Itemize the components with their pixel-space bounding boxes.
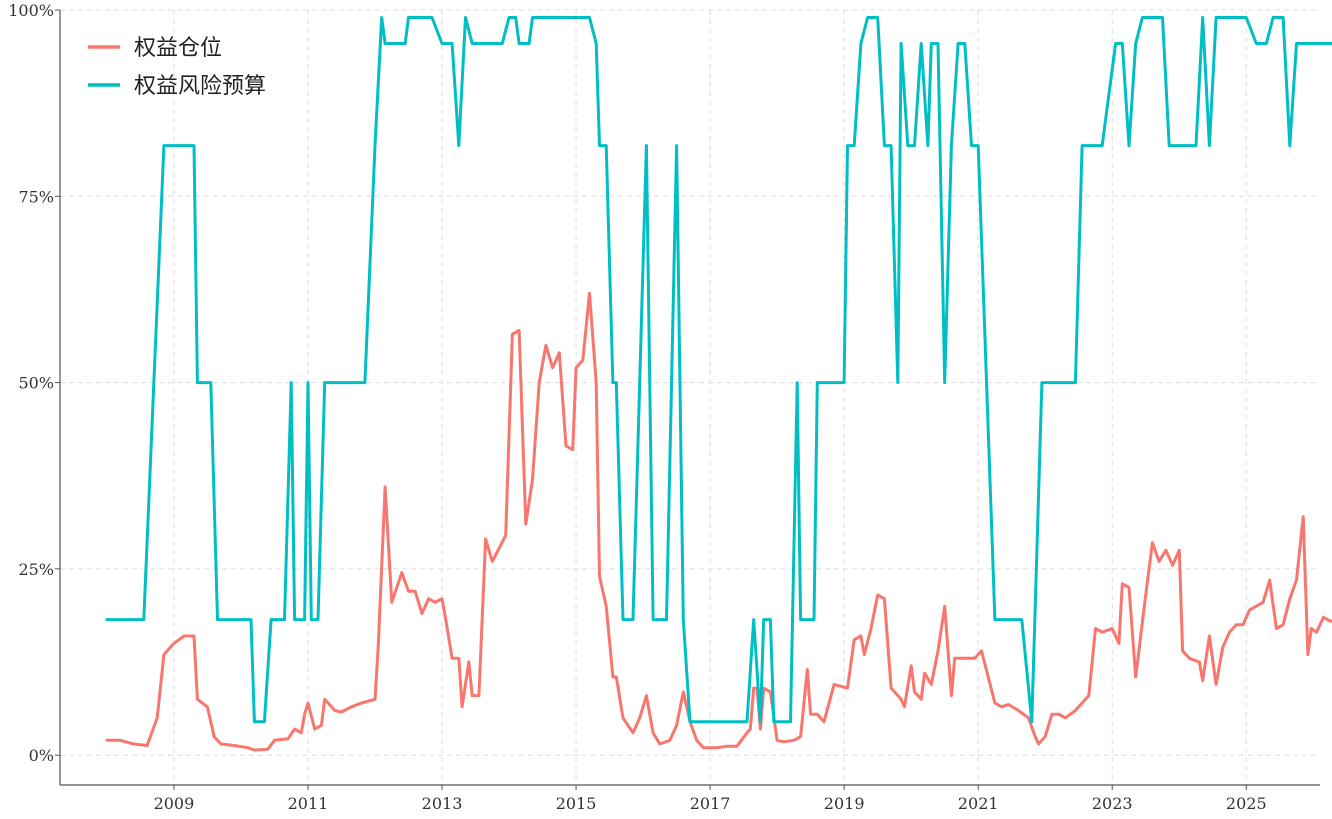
x-tick-label: 2015	[556, 794, 597, 813]
y-tick-label: 50%	[18, 374, 54, 393]
y-tick-label: 0%	[29, 746, 54, 765]
x-tick-label: 2025	[1226, 794, 1267, 813]
gridlines	[60, 9, 1320, 785]
x-tick-label: 2013	[422, 794, 463, 813]
y-tick-label: 75%	[18, 187, 54, 206]
x-tick-label: 2011	[288, 794, 329, 813]
series-group	[105, 16, 1332, 752]
x-tick-label: 2021	[958, 794, 999, 813]
x-axis: 2009 2011 2013 2015 2017 2019 2021 2023 2025	[60, 784, 1320, 813]
y-tick-label: 25%	[18, 560, 54, 579]
x-tick-label: 2023	[1092, 794, 1133, 813]
x-tick-label: 2017	[690, 794, 731, 813]
series-line-1	[105, 16, 1332, 724]
x-tick-label: 2019	[824, 794, 865, 813]
legend-label-0: 权益仓位	[134, 36, 222, 61]
legend-label-1: 权益风险预算	[134, 74, 266, 99]
y-axis: 0% 25% 50% 75% 100%	[8, 1, 61, 785]
x-tick-label: 2009	[154, 794, 195, 813]
y-tick-label: 100%	[8, 1, 54, 20]
